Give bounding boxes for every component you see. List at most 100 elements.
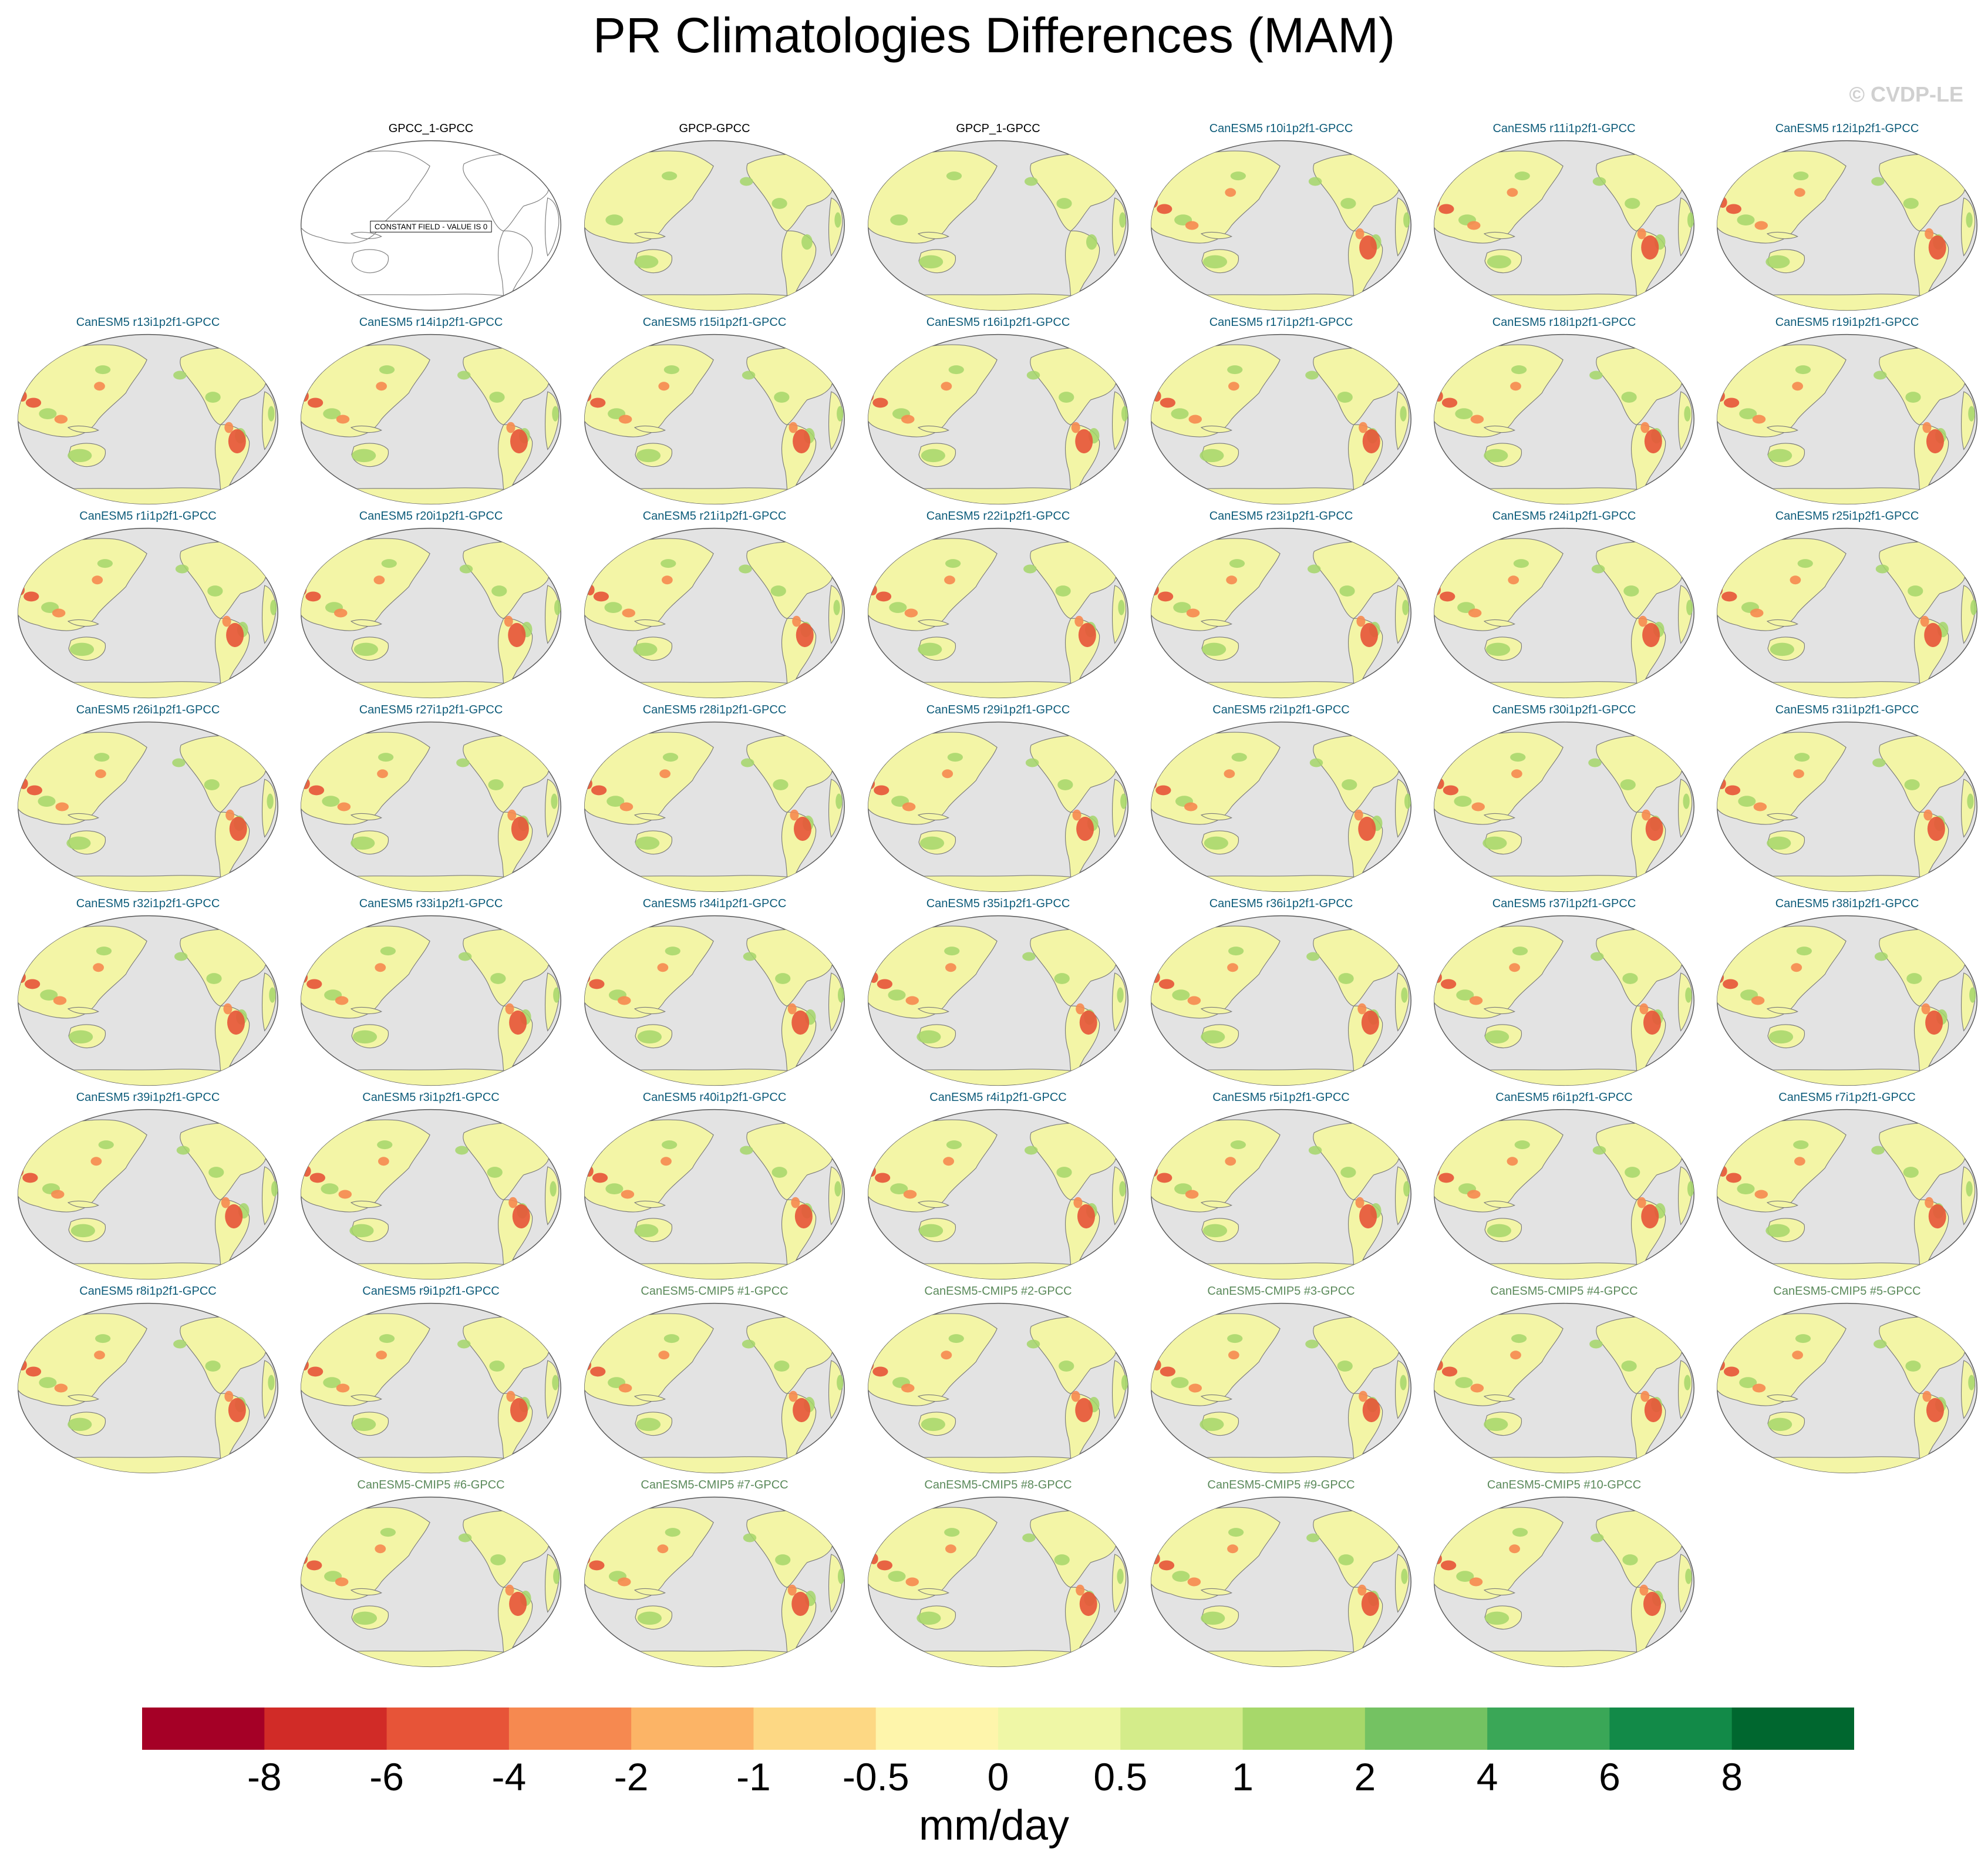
robinson-map: [18, 1109, 278, 1280]
land-mass: [1170, 681, 1393, 698]
positive-anomaly: [323, 1377, 341, 1388]
negative-anomaly: [1925, 1197, 1934, 1208]
map-panel: CanESM5 r18i1p2f1-GPCC: [1423, 316, 1705, 510]
land-mass: [603, 1069, 826, 1086]
map-panel: CanESM5 r33i1p2f1-GPCC: [290, 897, 572, 1091]
positive-anomaly: [1482, 836, 1507, 850]
negative-anomaly: [592, 1173, 608, 1183]
negative-anomaly: [1443, 785, 1458, 796]
positive-anomaly: [636, 449, 661, 463]
negative-anomaly: [302, 1166, 311, 1177]
positive-anomaly: [1970, 600, 1977, 615]
land-mass: [261, 1360, 277, 1419]
negative-anomaly: [1925, 228, 1934, 240]
negative-anomaly: [584, 1166, 594, 1177]
positive-anomaly: [663, 1334, 679, 1343]
map-panel: CanESM5 r30i1p2f1-GPCC: [1423, 703, 1705, 897]
robinson-map: [1434, 721, 1694, 893]
positive-anomaly: [173, 1339, 187, 1349]
land-mass: [1453, 487, 1676, 504]
robinson-map: [1717, 140, 1977, 311]
panel-title: CanESM5 r25i1p2f1-GPCC: [1775, 510, 1919, 523]
negative-anomaly: [1638, 615, 1647, 627]
map-panel: CanESM5-CMIP5 #7-GPCC: [574, 1479, 855, 1672]
negative-anomaly: [375, 963, 386, 972]
negative-anomaly: [25, 1366, 42, 1377]
positive-anomaly: [488, 779, 504, 790]
negative-anomaly: [869, 1553, 878, 1564]
positive-anomaly: [1401, 987, 1408, 1003]
panel-title: CanESM5-CMIP5 #6-GPCC: [357, 1479, 505, 1491]
land-mass: [1736, 1069, 1959, 1086]
land-mass: [1394, 779, 1410, 838]
panel-title: CanESM5 r8i1p2f1-GPCC: [79, 1285, 217, 1298]
colorbar-swatch: [998, 1708, 1121, 1750]
positive-anomaly: [1340, 198, 1356, 209]
negative-anomaly: [507, 809, 517, 821]
positive-anomaly: [637, 1611, 662, 1625]
positive-anomaly: [352, 449, 376, 463]
positive-anomaly: [352, 1030, 378, 1044]
negative-anomaly: [869, 972, 878, 983]
panel-title: CanESM5-CMIP5 #1-GPCC: [641, 1285, 789, 1298]
robinson-map: [18, 915, 278, 1086]
negative-anomaly: [54, 1383, 68, 1393]
positive-anomaly: [457, 1339, 471, 1349]
positive-anomaly: [771, 198, 787, 209]
positive-anomaly: [1199, 1417, 1224, 1432]
land-mass: [634, 425, 666, 433]
land-mass: [1111, 391, 1127, 450]
negative-anomaly: [621, 1190, 635, 1199]
map-panel: CanESM5 r32i1p2f1-GPCC: [7, 897, 289, 1091]
positive-anomaly: [665, 947, 680, 956]
colorbar-tick-label: 8: [1721, 1755, 1743, 1799]
land-mass: [350, 1200, 382, 1208]
map-panel: CanESM5 r36i1p2f1-GPCC: [1140, 897, 1422, 1091]
negative-anomaly: [224, 422, 234, 433]
positive-anomaly: [69, 642, 95, 656]
land-mass: [603, 487, 826, 504]
colorbar-tick-label: 0: [987, 1755, 1009, 1799]
land-mass: [917, 1200, 949, 1208]
land-mass: [1170, 1262, 1393, 1279]
colorbar-units: mm/day: [918, 1802, 1070, 1849]
positive-anomaly: [491, 585, 507, 597]
positive-anomaly: [1202, 1224, 1228, 1238]
negative-anomaly: [1752, 415, 1766, 424]
negative-anomaly: [1228, 1351, 1239, 1360]
negative-anomaly: [1792, 1351, 1803, 1360]
positive-anomaly: [456, 758, 470, 767]
land-mass: [1766, 425, 1798, 433]
negative-anomaly: [51, 1190, 65, 1199]
land-mass: [1766, 1394, 1798, 1402]
positive-anomaly: [771, 1167, 787, 1178]
positive-anomaly: [1403, 1181, 1410, 1197]
negative-anomaly: [1726, 204, 1741, 214]
negative-anomaly: [584, 972, 591, 983]
negative-anomaly: [903, 1190, 917, 1199]
land-mass: [634, 813, 666, 821]
negative-anomaly: [790, 809, 799, 821]
positive-anomaly: [947, 753, 963, 762]
positive-anomaly: [1592, 177, 1606, 186]
positive-anomaly: [1059, 1360, 1074, 1372]
negative-anomaly: [1643, 1010, 1661, 1035]
negative-anomaly: [659, 769, 670, 779]
positive-anomaly: [774, 392, 790, 403]
negative-anomaly: [1227, 1544, 1238, 1554]
map-panel: CanESM5-CMIP5 #5-GPCC: [1706, 1285, 1988, 1479]
positive-anomaly: [487, 1167, 503, 1178]
robinson-map: [1434, 334, 1694, 505]
negative-anomaly: [1468, 608, 1482, 618]
positive-anomaly: [634, 1224, 659, 1238]
panel-title: GPCP-GPCC: [679, 122, 750, 135]
negative-anomaly: [1751, 996, 1765, 1005]
colorbar-swatch: [386, 1708, 510, 1750]
colorbar-tick-label: -8: [247, 1755, 282, 1799]
land-mass: [634, 1588, 666, 1596]
map-panel: CanESM5 r38i1p2f1-GPCC: [1706, 897, 1988, 1091]
positive-anomaly: [1903, 198, 1919, 209]
negative-anomaly: [309, 1173, 325, 1183]
negative-anomaly: [877, 979, 892, 989]
positive-anomaly: [1968, 406, 1975, 422]
